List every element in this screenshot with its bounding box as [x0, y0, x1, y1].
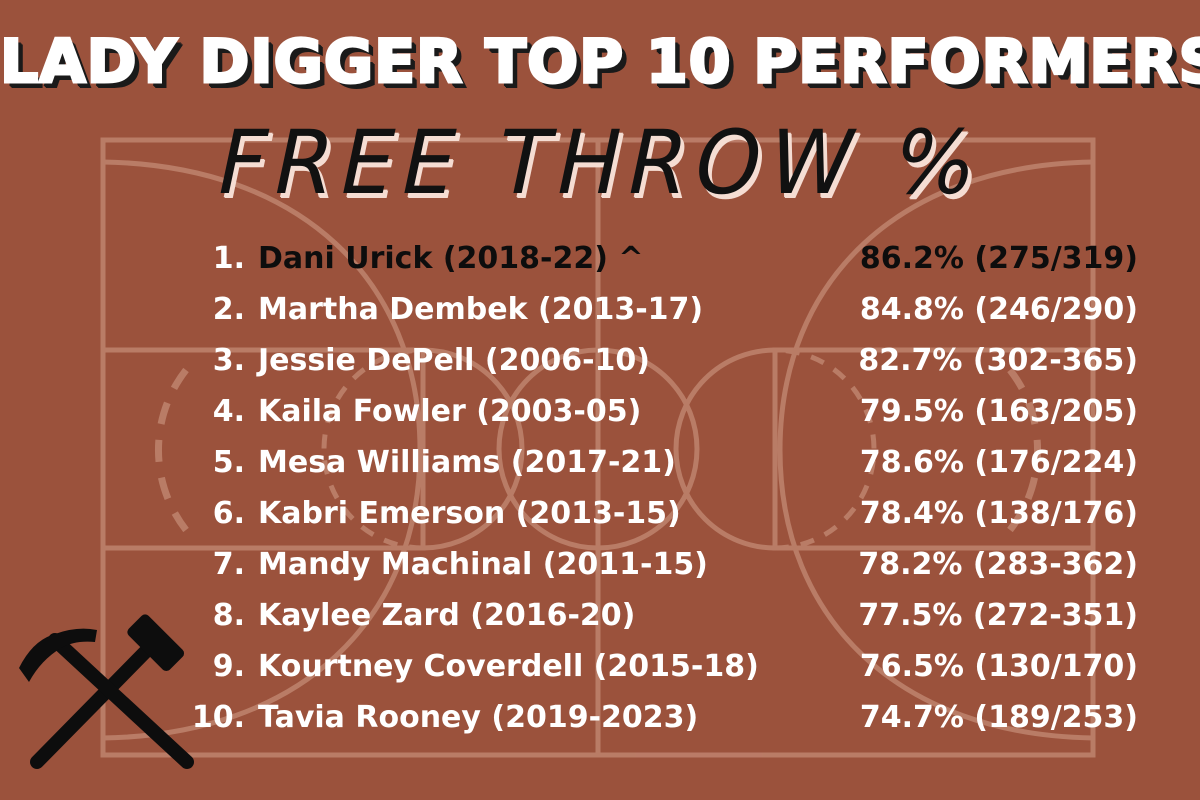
row-player-name: Kaila Fowler (2003-05) — [258, 394, 642, 429]
row-free-throw-stat: 86.2% (275/319) — [859, 241, 1138, 276]
page-title: LADY DIGGER TOP 10 PERFORMERS — [0, 26, 1200, 99]
leaderboard-row: 5. Mesa Williams (2017-21) 78.6% (176/22… — [0, 437, 1200, 488]
row-free-throw-stat: 84.8% (246/290) — [859, 292, 1138, 327]
row-player-name: Mandy Machinal (2011-15) — [258, 547, 708, 582]
row-free-throw-stat: 76.5% (130/170) — [859, 649, 1138, 684]
row-free-throw-stat: 78.4% (138/176) — [859, 496, 1138, 531]
leaderboard-row: 7. Mandy Machinal (2011-15) 78.2% (283-3… — [0, 539, 1200, 590]
row-player-name: Mesa Williams (2017-21) — [258, 445, 676, 480]
row-rank: 3. — [212, 343, 245, 378]
row-free-throw-stat: 77.5% (272-351) — [858, 598, 1138, 633]
row-player-name: Kabri Emerson (2013-15) — [258, 496, 681, 531]
row-rank: 2. — [212, 292, 245, 327]
row-player-name: Martha Dembek (2013-17) — [258, 292, 704, 327]
leaderboard-row: 3. Jessie DePell (2006-10) 82.7% (302-36… — [0, 335, 1200, 386]
leaderboard-list: 1. Dani Urick (2018-22) ^ 86.2% (275/319… — [0, 233, 1200, 743]
row-rank: 5. — [212, 445, 245, 480]
row-rank: 4. — [212, 394, 245, 429]
page-subtitle: FREE THROW % — [207, 111, 994, 214]
crossed-hammers-icon — [19, 614, 194, 769]
row-free-throw-stat: 82.7% (302-365) — [858, 343, 1138, 378]
leaderboard-row: 8. Kaylee Zard (2016-20) 77.5% (272-351) — [0, 590, 1200, 641]
row-player-name: Tavia Rooney (2019-2023) — [258, 700, 699, 735]
row-free-throw-stat: 78.6% (176/224) — [859, 445, 1138, 480]
row-free-throw-stat: 79.5% (163/205) — [859, 394, 1138, 429]
leaderboard-row: 9. Kourtney Coverdell (2015-18) 76.5% (1… — [0, 641, 1200, 692]
row-rank: 10. — [191, 700, 245, 735]
leaderboard-row: 2. Martha Dembek (2013-17) 84.8% (246/29… — [0, 284, 1200, 335]
row-rank: 6. — [212, 496, 245, 531]
row-player-name: Jessie DePell (2006-10) — [258, 343, 651, 378]
row-player-name: Kaylee Zard (2016-20) — [258, 598, 636, 633]
leaderboard-row: 1. Dani Urick (2018-22) ^ 86.2% (275/319… — [0, 233, 1200, 284]
row-free-throw-stat: 74.7% (189/253) — [859, 700, 1138, 735]
leaderboard-row: 10. Tavia Rooney (2019-2023) 74.7% (189/… — [0, 692, 1200, 743]
row-player-name: Dani Urick (2018-22) ^ — [258, 241, 644, 276]
leaderboard-row: 4. Kaila Fowler (2003-05) 79.5% (163/205… — [0, 386, 1200, 437]
row-player-name: Kourtney Coverdell (2015-18) — [258, 649, 759, 684]
leaderboard-row: 6. Kabri Emerson (2013-15) 78.4% (138/17… — [0, 488, 1200, 539]
row-free-throw-stat: 78.2% (283-362) — [858, 547, 1138, 582]
row-rank: 7. — [212, 547, 245, 582]
row-rank: 1. — [212, 241, 245, 276]
row-rank: 9. — [212, 649, 245, 684]
row-rank: 8. — [212, 598, 245, 633]
